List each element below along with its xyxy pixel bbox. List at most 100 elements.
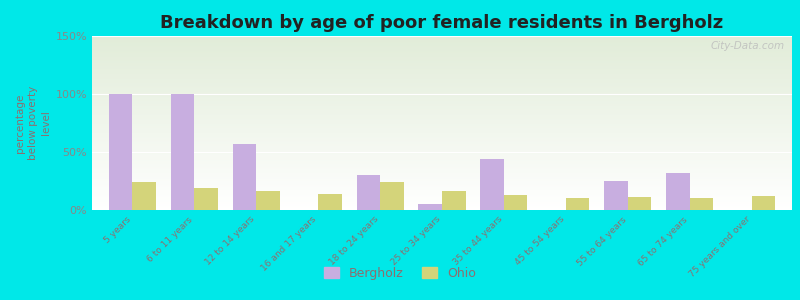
Bar (92, 40, 792, 41)
Bar (92, 190, 792, 191)
Bar (92, 111, 792, 112)
Bar (92, 102, 792, 103)
Bar (92, 201, 792, 202)
Bar (92, 167, 792, 168)
Bar (92, 139, 792, 140)
Bar (92, 163, 792, 164)
Bar (92, 50, 792, 51)
Bar (92, 69, 792, 70)
Bar (92, 144, 792, 145)
Bar (92, 85, 792, 86)
Bar (92, 195, 792, 196)
Bar (92, 136, 792, 137)
Bar (92, 135, 792, 136)
Bar (92, 46, 792, 47)
Bar (481, 159, 504, 210)
Bar (92, 184, 792, 185)
Bar (92, 208, 792, 209)
Bar (92, 153, 792, 154)
Bar (92, 78, 792, 79)
Bar (92, 94, 792, 95)
Bar (92, 123, 792, 124)
Bar (170, 94, 194, 210)
Bar (92, 172, 792, 173)
Bar (92, 128, 792, 129)
Bar (92, 97, 792, 98)
Bar (92, 126, 792, 127)
Bar (92, 80, 792, 81)
Bar (92, 137, 792, 138)
Bar (92, 77, 792, 78)
Bar (92, 103, 792, 104)
Bar (92, 41, 792, 42)
Bar (92, 156, 792, 157)
Bar (92, 148, 792, 149)
Bar (92, 53, 792, 54)
Bar (92, 87, 792, 88)
Bar (92, 179, 792, 180)
Bar (92, 72, 792, 73)
Bar (418, 204, 442, 210)
Bar (92, 155, 792, 156)
Bar (92, 121, 792, 122)
Bar (92, 140, 792, 141)
Bar (92, 192, 792, 193)
Bar (92, 143, 792, 144)
Bar (92, 168, 792, 169)
Bar (92, 207, 792, 208)
Bar (92, 191, 792, 192)
Bar (92, 142, 792, 143)
Bar (92, 70, 792, 71)
Bar (92, 169, 792, 170)
Bar (92, 175, 792, 176)
Bar (92, 209, 792, 210)
Bar (92, 186, 792, 187)
Bar (92, 133, 792, 134)
Bar (92, 38, 792, 39)
Bar (92, 54, 792, 55)
Bar (92, 74, 792, 75)
Bar (92, 204, 792, 205)
Bar (92, 150, 792, 151)
Bar (92, 196, 792, 197)
Bar (92, 112, 792, 113)
Bar (92, 62, 792, 63)
Bar (92, 100, 792, 101)
Bar (92, 106, 792, 107)
Bar (92, 73, 792, 74)
Bar (92, 164, 792, 165)
Bar (92, 182, 792, 183)
Bar (92, 166, 792, 167)
Bar (92, 141, 792, 142)
Bar (92, 60, 792, 61)
Bar (92, 124, 792, 125)
Bar (92, 71, 792, 72)
Bar (92, 152, 792, 153)
Bar (92, 122, 792, 123)
Bar (92, 45, 792, 46)
Bar (92, 162, 792, 163)
Bar (92, 149, 792, 150)
Title: Breakdown by age of poor female residents in Bergholz: Breakdown by age of poor female resident… (160, 14, 724, 32)
Bar (92, 57, 792, 58)
Bar (92, 180, 792, 181)
Bar (194, 188, 218, 210)
Bar (92, 86, 792, 87)
Bar (92, 114, 792, 115)
Bar (92, 93, 792, 94)
Bar (92, 65, 792, 66)
Bar (92, 90, 792, 91)
Bar (92, 160, 792, 161)
Bar (92, 183, 792, 184)
Bar (132, 182, 156, 210)
Bar (92, 91, 792, 92)
Bar (92, 89, 792, 90)
Bar (92, 39, 792, 40)
Bar (504, 195, 527, 210)
Bar (92, 58, 792, 59)
Bar (92, 82, 792, 83)
Bar (92, 178, 792, 179)
Bar (92, 51, 792, 52)
Bar (92, 79, 792, 80)
Bar (92, 49, 792, 50)
